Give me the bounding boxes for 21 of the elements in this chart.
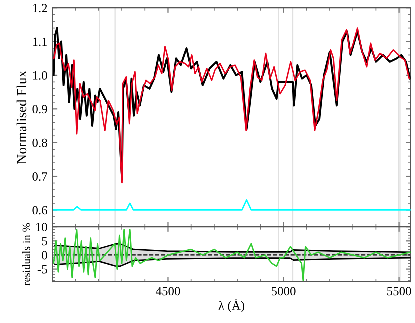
y-tick-label: 0.7 bbox=[32, 172, 48, 182]
x-tick-label: 5500 bbox=[388, 287, 412, 296]
y-tick-label: 0.9 bbox=[32, 105, 48, 114]
x-axis-title: λ (Å) bbox=[218, 300, 244, 313]
y-tick-label: 1.1 bbox=[33, 38, 48, 46]
line-series bbox=[54, 257, 411, 268]
y-tick-label: 0.8 bbox=[32, 138, 48, 148]
y-tick-label: 0.6 bbox=[32, 206, 48, 215]
y-tick-label: 10 bbox=[36, 223, 48, 232]
x-tick-label: 4500 bbox=[156, 287, 180, 296]
x-tick-label: 5000 bbox=[272, 287, 296, 296]
y-axis-title: Normalised Flux bbox=[16, 70, 27, 164]
y-tick-label: 0 bbox=[42, 251, 48, 260]
y-tick-label: -5 bbox=[38, 265, 48, 274]
y-tick-label: 1.0 bbox=[33, 71, 48, 80]
line-series bbox=[54, 243, 411, 254]
line-series bbox=[53, 199, 411, 211]
y-tick-label: 5 bbox=[42, 237, 48, 246]
y-tick-label: 1.2 bbox=[33, 4, 48, 13]
y-axis-title: residuals in % bbox=[22, 223, 30, 286]
line-series bbox=[53, 229, 411, 282]
